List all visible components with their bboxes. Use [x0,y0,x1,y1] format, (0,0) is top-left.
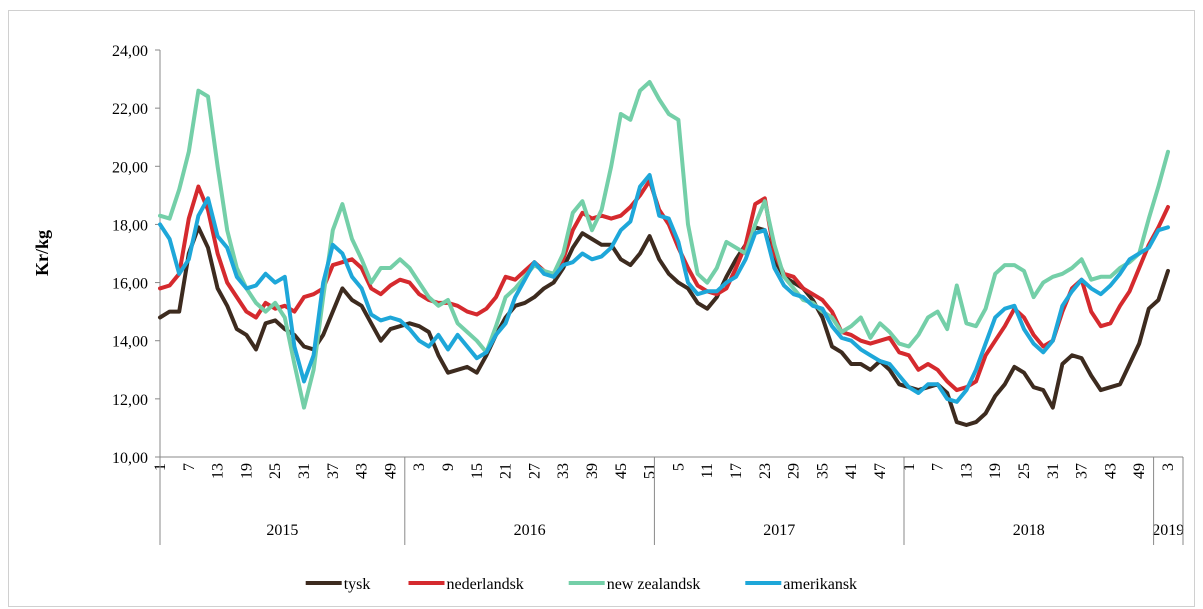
legend-label: amerikansk [783,576,857,593]
x-tick-label: 43 [1102,463,1119,479]
x-tick-label: 3 [411,463,428,471]
series-line [158,225,1170,427]
x-tick-label: 1 [901,463,918,471]
x-tick-label: 43 [354,463,371,479]
x-tick-label: 31 [1045,463,1062,479]
x-tick-label: 51 [642,463,659,479]
y-axis-label: Kr/kg [32,230,52,276]
x-tick-label: 37 [325,463,342,479]
x-tick-label: 3 [1160,463,1177,471]
y-tick-label: 10,00 [112,450,148,467]
x-tick-label: 21 [498,463,515,479]
year-label: 2015 [266,522,298,539]
y-tick-label: 18,00 [112,217,148,234]
x-tick-label: 39 [584,463,601,479]
x-tick-label: 31 [296,463,313,479]
x-tick-label: 23 [757,463,774,479]
x-tick-label: 29 [786,463,803,479]
legend-label: nederlandsk [447,576,524,593]
y-tick-label: 16,00 [112,276,148,293]
y-tick-label: 20,00 [112,159,148,176]
x-tick-label: 13 [210,463,227,479]
x-tick-label: 47 [872,463,889,479]
x-tick-label: 27 [526,463,543,479]
y-tick-label: 12,00 [112,392,148,409]
x-tick-label: 25 [267,463,284,479]
x-tick-label: 37 [1074,463,1091,479]
x-tick-label: 13 [958,463,975,479]
year-label: 2017 [763,522,795,539]
x-tick-label: 7 [930,463,947,471]
y-tick-label: 22,00 [112,101,148,118]
x-tick-label: 5 [670,463,687,471]
year-label: 2019 [1152,522,1184,539]
x-tick-label: 45 [613,463,630,479]
year-label: 2016 [514,522,546,539]
x-tick-label: 7 [181,463,198,471]
x-tick-label: 15 [469,463,486,479]
legend-label: new zealandsk [607,576,701,593]
year-label: 2018 [1013,522,1045,539]
x-tick-label: 9 [440,463,457,471]
x-tick-label: 49 [1131,463,1148,479]
x-tick-label: 19 [238,463,255,479]
x-tick-label: 17 [728,463,745,479]
chart-frame [8,10,1195,607]
x-tick-label: 25 [1016,463,1033,479]
series-line [158,173,1170,404]
x-tick-label: 35 [814,463,831,479]
x-tick-label: 11 [699,463,716,478]
x-tick-label: 33 [555,463,572,479]
y-tick-label: 24,00 [112,43,148,60]
legend-label: tysk [344,576,371,593]
x-tick-label: 49 [382,463,399,479]
y-tick-label: 14,00 [112,334,148,351]
x-tick-label: 41 [843,463,860,479]
x-tick-label: 19 [987,463,1004,479]
